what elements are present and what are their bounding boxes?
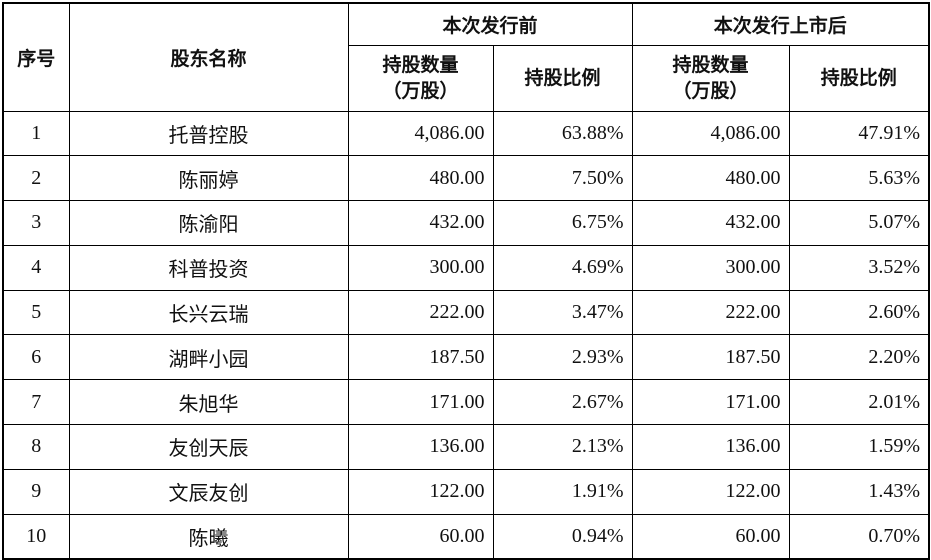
cell-after-ratio: 5.07% [788, 200, 930, 246]
cell-name: 陈丽婷 [68, 155, 349, 202]
header-shares-unit: （万股） [382, 80, 459, 102]
header-shares-label: 持股数量 [672, 54, 749, 76]
cell-after-ratio: 5.63% [788, 155, 930, 202]
table-row: 8 友创天辰 136.00 2.13% 136.00 1.59% [2, 424, 930, 470]
table-row: 4 科普投资 300.00 4.69% 300.00 3.52% [2, 244, 930, 291]
cell-before-shares: 480.00 [347, 155, 494, 202]
cell-seq: 8 [2, 424, 70, 470]
table-row: 2 陈丽婷 480.00 7.50% 480.00 5.63% [2, 155, 930, 202]
cell-before-shares: 4,086.00 [347, 110, 494, 157]
cell-before-ratio: 6.75% [492, 200, 633, 246]
cell-before-shares: 171.00 [347, 379, 494, 426]
cell-after-shares: 480.00 [631, 155, 790, 202]
cell-seq: 5 [2, 289, 70, 336]
cell-name: 湖畔小园 [68, 334, 349, 381]
cell-before-ratio: 2.93% [492, 334, 633, 381]
cell-after-ratio: 2.60% [788, 289, 930, 336]
cell-seq: 9 [2, 468, 70, 515]
header-shares-label: 持股数量 [382, 54, 459, 76]
cell-before-shares: 432.00 [347, 200, 494, 246]
header-after-ratio: 持股比例 [788, 44, 930, 112]
header-shares-unit: （万股） [672, 80, 749, 102]
cell-after-ratio: 47.91% [788, 110, 930, 157]
table-row: 10 陈曦 60.00 0.94% 60.00 0.70% [2, 513, 930, 560]
cell-after-shares: 171.00 [631, 379, 790, 426]
table-row: 5 长兴云瑞 222.00 3.47% 222.00 2.60% [2, 289, 930, 336]
cell-seq: 3 [2, 200, 70, 246]
cell-name: 友创天辰 [68, 424, 349, 470]
header-after-issuance: 本次发行上市后 [631, 2, 930, 46]
cell-before-shares: 136.00 [347, 424, 494, 470]
cell-before-shares: 122.00 [347, 468, 494, 515]
cell-seq: 4 [2, 244, 70, 291]
cell-name: 朱旭华 [68, 379, 349, 426]
header-row-top: 序号 股东名称 本次发行前 本次发行上市后 [2, 2, 930, 112]
cell-before-shares: 187.50 [347, 334, 494, 381]
cell-after-ratio: 0.70% [788, 513, 930, 560]
cell-after-shares: 432.00 [631, 200, 790, 246]
table-row: 1 托普控股 4,086.00 63.88% 4,086.00 47.91% [2, 110, 930, 157]
cell-before-ratio: 63.88% [492, 110, 633, 157]
table-row: 3 陈渝阳 432.00 6.75% 432.00 5.07% [2, 200, 930, 246]
cell-after-ratio: 2.20% [788, 334, 930, 381]
cell-after-shares: 222.00 [631, 289, 790, 336]
cell-before-shares: 60.00 [347, 513, 494, 560]
cell-after-shares: 136.00 [631, 424, 790, 470]
cell-before-shares: 300.00 [347, 244, 494, 291]
cell-name: 陈渝阳 [68, 200, 349, 246]
cell-name: 陈曦 [68, 513, 349, 560]
cell-seq: 10 [2, 513, 70, 560]
cell-seq: 7 [2, 379, 70, 426]
cell-before-ratio: 4.69% [492, 244, 633, 291]
cell-after-shares: 300.00 [631, 244, 790, 291]
cell-before-ratio: 3.47% [492, 289, 633, 336]
cell-after-shares: 122.00 [631, 468, 790, 515]
header-before-issuance: 本次发行前 [347, 2, 633, 46]
cell-seq: 2 [2, 155, 70, 202]
cell-after-shares: 187.50 [631, 334, 790, 381]
cell-before-shares: 222.00 [347, 289, 494, 336]
cell-after-ratio: 3.52% [788, 244, 930, 291]
header-shareholder-name: 股东名称 [68, 2, 349, 112]
header-row-sub: 持股数量 （万股） 持股比例 持股数量 （万股） 持股比例 [3, 44, 930, 112]
cell-seq: 1 [2, 110, 70, 157]
cell-after-ratio: 2.01% [788, 379, 930, 426]
cell-after-shares: 4,086.00 [631, 110, 790, 157]
cell-seq: 6 [2, 334, 70, 381]
cell-before-ratio: 7.50% [492, 155, 633, 202]
cell-before-ratio: 2.13% [492, 424, 633, 470]
table-row: 7 朱旭华 171.00 2.67% 171.00 2.01% [2, 379, 930, 426]
cell-name: 长兴云瑞 [68, 289, 349, 336]
cell-after-shares: 60.00 [631, 513, 790, 560]
cell-after-ratio: 1.59% [788, 424, 930, 470]
header-after-shares: 持股数量 （万股） [631, 44, 790, 112]
header-before-ratio: 持股比例 [492, 44, 633, 112]
cell-name: 科普投资 [68, 244, 349, 291]
cell-before-ratio: 1.91% [492, 468, 633, 515]
header-seq: 序号 [2, 2, 70, 112]
cell-name: 托普控股 [68, 110, 349, 157]
header-before-shares: 持股数量 （万股） [347, 44, 494, 112]
cell-before-ratio: 0.94% [492, 513, 633, 560]
table-row: 6 湖畔小园 187.50 2.93% 187.50 2.20% [2, 334, 930, 381]
cell-before-ratio: 2.67% [492, 379, 633, 426]
cell-after-ratio: 1.43% [788, 468, 930, 515]
cell-name: 文辰友创 [68, 468, 349, 515]
table-row: 9 文辰友创 122.00 1.91% 122.00 1.43% [2, 468, 930, 515]
